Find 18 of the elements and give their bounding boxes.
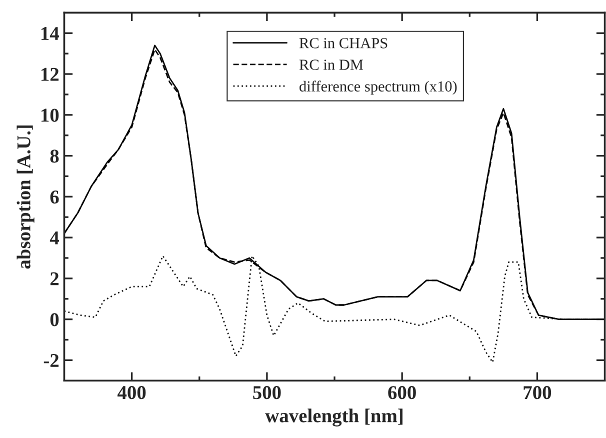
x-tick-label: 500 [253,386,281,400]
y-tick-label: 14 [41,27,60,40]
y-axis-title: absorption [A.U.] [16,125,34,269]
y-tick-label: 6 [50,190,59,204]
y-tick-label: 8 [50,150,59,163]
legend-label: RC in DM [299,60,364,70]
x-tick-label: 600 [388,386,416,400]
x-tick-label: 400 [117,386,146,400]
legend-label: difference spectrum (x10) [300,80,457,95]
x-axis-title: wavelength [nm] [265,408,402,426]
y-tick-label: 10 [41,108,59,122]
x-tick-label: 700 [524,386,552,400]
y-tick-label: -2 [44,354,59,367]
y-tick-label: 0 [50,313,59,326]
y-tick-label: 4 [50,231,60,244]
y-tick-label: 2 [50,272,59,286]
legend-label: RC in CHAPS [299,38,388,48]
y-tick-label: 12 [41,68,59,81]
